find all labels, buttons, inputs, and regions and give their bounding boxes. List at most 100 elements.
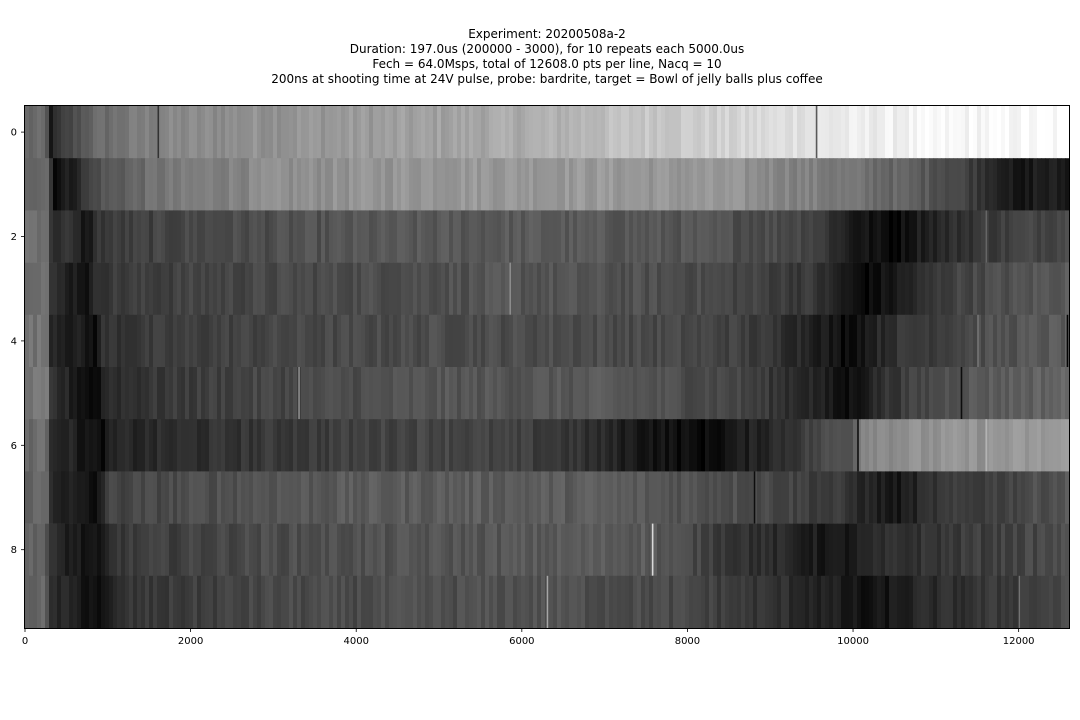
- heatmap-cell: [213, 158, 218, 211]
- heatmap-cell: [889, 210, 894, 263]
- x-tick-label: 8000: [675, 636, 700, 647]
- heatmap-cell: [693, 210, 698, 263]
- heatmap-cell: [569, 210, 574, 263]
- heatmap-cell: [569, 471, 574, 524]
- heatmap-cell: [325, 419, 330, 472]
- heatmap-cell: [885, 106, 890, 159]
- heatmap-cell: [501, 367, 506, 420]
- heatmap-cell: [109, 419, 114, 472]
- heatmap-cell: [357, 314, 362, 368]
- heatmap-cell: [37, 575, 42, 629]
- heatmap-cell: [1041, 523, 1046, 577]
- heatmap-cell: [53, 575, 58, 629]
- heatmap-cell: [1005, 575, 1010, 629]
- heatmap-cell: [905, 262, 910, 316]
- heatmap-cell: [165, 210, 170, 263]
- heatmap-cell: [589, 575, 594, 629]
- heatmap-cell: [329, 575, 334, 629]
- heatmap-cell: [861, 262, 866, 316]
- heatmap-cell: [817, 575, 822, 629]
- heatmap-cell: [265, 158, 270, 211]
- heatmap-cell: [457, 106, 462, 159]
- heatmap-cell: [25, 575, 30, 629]
- heatmap-cell: [441, 419, 446, 472]
- heatmap-cell: [317, 314, 322, 368]
- heatmap-cell: [1025, 575, 1030, 629]
- heatmap-cell: [885, 158, 890, 211]
- heatmap-cell: [905, 575, 910, 629]
- heatmap-cell: [577, 471, 582, 524]
- heatmap-cell: [177, 367, 182, 420]
- heatmap-cell: [573, 367, 578, 420]
- heatmap-cell: [393, 314, 398, 368]
- heatmap-cell: [1045, 262, 1050, 316]
- heatmap-cell: [561, 262, 566, 316]
- heatmap-cell: [1013, 419, 1018, 472]
- heatmap-cell: [25, 419, 30, 472]
- heatmap-cell: [581, 523, 586, 577]
- heatmap-cell: [1057, 262, 1062, 316]
- heatmap-cell: [1057, 367, 1062, 420]
- heatmap-cell: [849, 262, 854, 316]
- heatmap-cell: [481, 367, 486, 420]
- heatmap-cell: [501, 575, 506, 629]
- heatmap-cell: [593, 367, 598, 420]
- heatmap-cell: [945, 575, 950, 629]
- heatmap-cell: [241, 262, 246, 316]
- heatmap-cell: [169, 106, 174, 159]
- heatmap-cell: [361, 210, 366, 263]
- heatmap-cell: [213, 471, 218, 524]
- heatmap-cell: [273, 419, 278, 472]
- heatmap-cell: [41, 523, 46, 577]
- heatmap-cell: [113, 210, 118, 263]
- heatmap-cell: [693, 158, 698, 211]
- heatmap-cell: [537, 471, 542, 524]
- heatmap-cell: [817, 262, 822, 316]
- heatmap-cell: [637, 471, 642, 524]
- heatmap-cell: [861, 575, 866, 629]
- heatmap-cell: [397, 575, 402, 629]
- heatmap-cell: [817, 419, 822, 472]
- heatmap-cell: [445, 210, 450, 263]
- heatmap-cell: [877, 575, 882, 629]
- heatmap-cell: [157, 262, 162, 316]
- heatmap-cell: [125, 210, 130, 263]
- heatmap-cell: [421, 367, 426, 420]
- heatmap-cell: [245, 158, 250, 211]
- heatmap-cell: [897, 314, 902, 368]
- heatmap-cell: [869, 314, 874, 368]
- heatmap-cell: [1013, 314, 1018, 368]
- heatmap-cell: [909, 471, 914, 524]
- heatmap-cell: [309, 523, 314, 577]
- heatmap-cell: [289, 575, 294, 629]
- heatmap-cell: [321, 210, 326, 263]
- heatmap-cell: [873, 471, 878, 524]
- heatmap-cell: [113, 419, 118, 472]
- heatmap-cell: [513, 262, 518, 316]
- heatmap-cell: [313, 419, 318, 472]
- heatmap-cell: [637, 575, 642, 629]
- heatmap-cell: [93, 106, 98, 159]
- heatmap-cell: [729, 314, 734, 368]
- heatmap-cell: [929, 210, 934, 263]
- heatmap-cell: [289, 523, 294, 577]
- heatmap-cell: [749, 419, 754, 472]
- heatmap-cell: [789, 575, 794, 629]
- heatmap-cell: [709, 367, 714, 420]
- heatmap-cell: [1041, 106, 1046, 159]
- heatmap-cell: [341, 367, 346, 420]
- heatmap-cell: [357, 419, 362, 472]
- heatmap-cell: [933, 367, 938, 420]
- heatmap-cell: [273, 262, 278, 316]
- heatmap-cell: [545, 367, 550, 420]
- heatmap-cell: [397, 471, 402, 524]
- heatmap-cell: [957, 419, 962, 472]
- heatmap-cell: [333, 575, 338, 629]
- heatmap-cell: [113, 575, 118, 629]
- heatmap-cell: [385, 575, 390, 629]
- heatmap-cell: [49, 314, 54, 368]
- heatmap-cell: [357, 106, 362, 159]
- heatmap-cell: [517, 314, 522, 368]
- heatmap-cell: [969, 419, 974, 472]
- heatmap-cell: [689, 575, 694, 629]
